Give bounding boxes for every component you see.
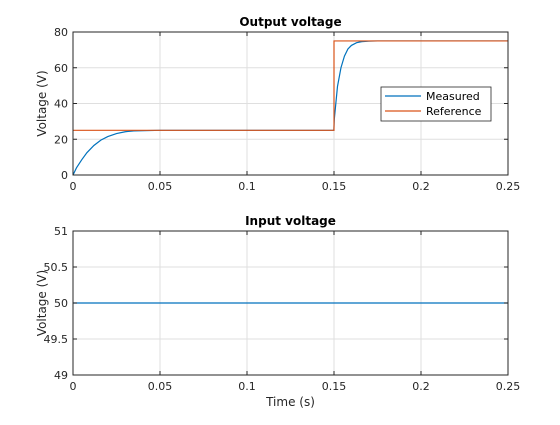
y-tick-label: 60 [54, 62, 68, 75]
series-line-reference [73, 40, 508, 131]
x-tick-label: 0.05 [148, 180, 173, 193]
x-tick-label: 0.1 [238, 180, 256, 193]
plot-title: Output voltage [239, 15, 341, 29]
y-tick-label: 0 [61, 169, 68, 182]
y-tick-label: 40 [54, 98, 68, 111]
x-tick-label: 0.25 [496, 380, 521, 393]
legend-entry-reference: Reference [426, 105, 482, 118]
x-tick-label: 0.2 [412, 180, 430, 193]
x-tick-label: 0.1 [238, 380, 256, 393]
y-axis-label: Voltage (V) [35, 70, 49, 136]
x-tick-label: 0.2 [412, 380, 430, 393]
x-tick-label: 0 [70, 380, 77, 393]
x-tick-label: 0.15 [322, 380, 347, 393]
x-axis-label: Time (s) [265, 395, 315, 409]
axes-2: 0 0.05 0.1 0.15 0.2 0.25 49 49.5 50 50.5 51 Input v… [35, 214, 520, 409]
y-tick-label: 50.5 [44, 261, 69, 274]
x-tick-label: 0 [70, 180, 77, 193]
x-tick-label: 0.25 [496, 180, 521, 193]
x-tick-label: 0.15 [322, 180, 347, 193]
legend-entry-measured: Measured [426, 90, 480, 103]
y-tick-label: 80 [54, 26, 68, 39]
y-tick-label: 20 [54, 133, 68, 146]
y-tick-label: 49 [54, 369, 68, 382]
y-axis-label: Voltage (V) [35, 270, 49, 336]
y-tick-label: 51 [54, 225, 68, 238]
x-tick-label: 0.05 [148, 380, 173, 393]
legend: Measured Reference [380, 86, 492, 122]
axes-1: 0 0.05 0.1 0.15 0.2 0.25 0 20 40 60 80 Output volta… [35, 15, 520, 193]
legend-box [380, 86, 492, 122]
plot-title: Input voltage [245, 214, 336, 228]
y-tick-label: 50 [54, 297, 68, 310]
y-tick-label: 49.5 [44, 333, 69, 346]
